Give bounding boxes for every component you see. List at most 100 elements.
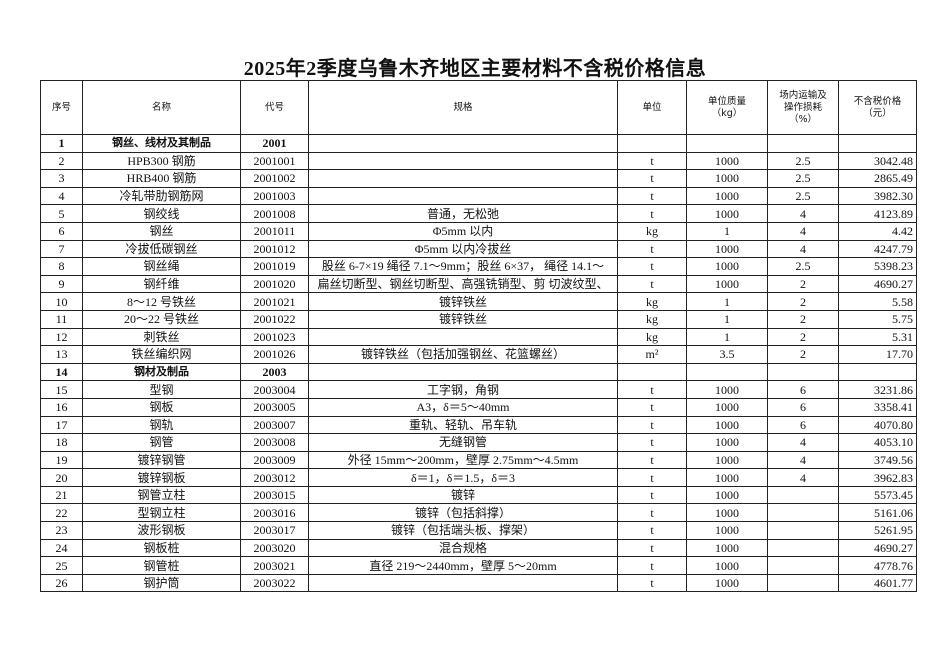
- cell-spec: 扁丝切断型、钢丝切断型、高强铣销型、剪 切波纹型、: [308, 274, 618, 294]
- table-row: 25 钢管桩 2003021 直径 219～2440mm，壁厚 5～20mm t 1000…: [40, 556, 917, 575]
- cell-code: 2001001: [240, 151, 309, 171]
- cell-loss: 6: [767, 415, 839, 435]
- cell-name: 20～22 号铁丝: [82, 309, 241, 329]
- cell-code: 2003008: [240, 433, 309, 452]
- cell-code: 2001: [240, 134, 309, 153]
- cell-unit: [617, 362, 687, 382]
- cell-unit: t: [617, 397, 687, 417]
- cell-name: 波形钢板: [82, 521, 241, 540]
- cell-mass: 1000: [686, 415, 768, 435]
- cell-unit: t: [617, 151, 687, 171]
- cell-code: 2003022: [240, 573, 309, 593]
- cell-no: 20: [40, 468, 83, 487]
- cell-price: 3982.30: [838, 186, 917, 206]
- cell-loss: 6: [767, 380, 839, 399]
- cell-price: 4690.27: [838, 538, 917, 558]
- cell-loss: 2.5: [767, 186, 839, 206]
- table-row: 20 镀锌钢板 2003012 δ＝1，δ＝1.5，δ＝3 t 1000 4 3962.83: [40, 468, 917, 487]
- cell-price: 4601.77: [838, 573, 917, 593]
- table-row: 5 钢绞线 2001008 普通，无松弛 t 1000 4 4123.89: [40, 204, 917, 223]
- table-category-row: 14 钢材及制品 2003: [40, 362, 917, 382]
- cell-spec: 工字钢，角钢: [308, 380, 618, 399]
- cell-mass: [686, 362, 768, 382]
- cell-name: 型钢: [82, 380, 241, 399]
- cell-name: 钢护筒: [82, 573, 241, 593]
- cell-code: 2001021: [240, 292, 309, 311]
- cell-spec: 混合规格: [308, 538, 618, 558]
- cell-code: 2003021: [240, 556, 309, 575]
- cell-mass: 1000: [686, 186, 768, 206]
- cell-loss: 4: [767, 433, 839, 452]
- cell-price: 4690.27: [838, 274, 917, 294]
- table-row: 6 钢丝 2001011 Φ5mm 以内 kg 1 4 4.42: [40, 221, 917, 241]
- cell-price: 5.31: [838, 327, 917, 347]
- cell-code: 2003016: [240, 503, 309, 523]
- cell-no: 9: [40, 274, 83, 294]
- cell-spec: 普通，无松弛: [308, 204, 618, 223]
- cell-mass: 1000: [686, 169, 768, 188]
- cell-no: 8: [40, 257, 83, 276]
- cell-price: 4.42: [838, 221, 917, 241]
- cell-spec: Φ5mm 以内冷拔丝: [308, 239, 618, 259]
- cell-unit: m²: [617, 345, 687, 364]
- header-unit: 单位: [617, 80, 687, 135]
- cell-spec: 镀锌: [308, 485, 618, 505]
- cell-unit: t: [617, 257, 687, 276]
- cell-code: 2001019: [240, 257, 309, 276]
- cell-unit: kg: [617, 292, 687, 311]
- cell-no: 14: [40, 362, 83, 382]
- cell-mass: 1: [686, 327, 768, 347]
- cell-price: 4778.76: [838, 556, 917, 575]
- table-row: 12 刺铁丝 2001023 kg 1 2 5.31: [40, 327, 917, 347]
- cell-mass: 1: [686, 292, 768, 311]
- cell-price: 5.58: [838, 292, 917, 311]
- table-row: 24 钢板桩 2003020 混合规格 t 1000 4690.27: [40, 538, 917, 558]
- table-row: 4 冷轧带肋钢筋网 2001003 t 1000 2.5 3982.30: [40, 186, 917, 206]
- cell-unit: t: [617, 186, 687, 206]
- cell-loss: 4: [767, 468, 839, 487]
- cell-unit: t: [617, 204, 687, 223]
- cell-loss: [767, 556, 839, 575]
- cell-spec: [308, 362, 618, 382]
- cell-unit: t: [617, 450, 687, 470]
- cell-no: 19: [40, 450, 83, 470]
- cell-loss: 2: [767, 292, 839, 311]
- cell-code: 2003004: [240, 380, 309, 399]
- cell-mass: 1000: [686, 151, 768, 171]
- cell-name: 钢丝绳: [82, 257, 241, 276]
- cell-code: 2003009: [240, 450, 309, 470]
- cell-price: 4247.79: [838, 239, 917, 259]
- cell-price: 5573.45: [838, 485, 917, 505]
- cell-spec: A3，δ＝5～40mm: [308, 397, 618, 417]
- cell-price: 17.70: [838, 345, 917, 364]
- cell-spec: Φ5mm 以内: [308, 221, 618, 241]
- cell-name: 型钢立柱: [82, 503, 241, 523]
- cell-name: 钢丝、线材及其制品: [82, 134, 241, 153]
- cell-unit: t: [617, 468, 687, 487]
- cell-mass: 3.5: [686, 345, 768, 364]
- cell-code: 2001003: [240, 186, 309, 206]
- cell-name: 钢管: [82, 433, 241, 452]
- table-row: 23 波形钢板 2003017 镀锌（包括端头板、撑架） t 1000 5261.95: [40, 521, 917, 540]
- cell-mass: 1000: [686, 573, 768, 593]
- cell-code: 2001002: [240, 169, 309, 188]
- cell-mass: 1000: [686, 239, 768, 259]
- cell-loss: [767, 134, 839, 153]
- cell-spec: [308, 186, 618, 206]
- cell-name: 钢绞线: [82, 204, 241, 223]
- cell-code: 2001011: [240, 221, 309, 241]
- cell-no: 4: [40, 186, 83, 206]
- cell-loss: 2: [767, 345, 839, 364]
- cell-mass: 1: [686, 221, 768, 241]
- cell-name: 刺铁丝: [82, 327, 241, 347]
- cell-loss: [767, 362, 839, 382]
- cell-loss: 2: [767, 309, 839, 329]
- table-row: 8 钢丝绳 2001019 股丝 6-7×19 绳径 7.1～9mm；股丝 6×37，…: [40, 257, 917, 276]
- cell-code: 2001026: [240, 345, 309, 364]
- cell-price: 5161.06: [838, 503, 917, 523]
- cell-no: 18: [40, 433, 83, 452]
- cell-no: 26: [40, 573, 83, 593]
- cell-spec: [308, 573, 618, 593]
- cell-mass: 1000: [686, 204, 768, 223]
- cell-no: 3: [40, 169, 83, 188]
